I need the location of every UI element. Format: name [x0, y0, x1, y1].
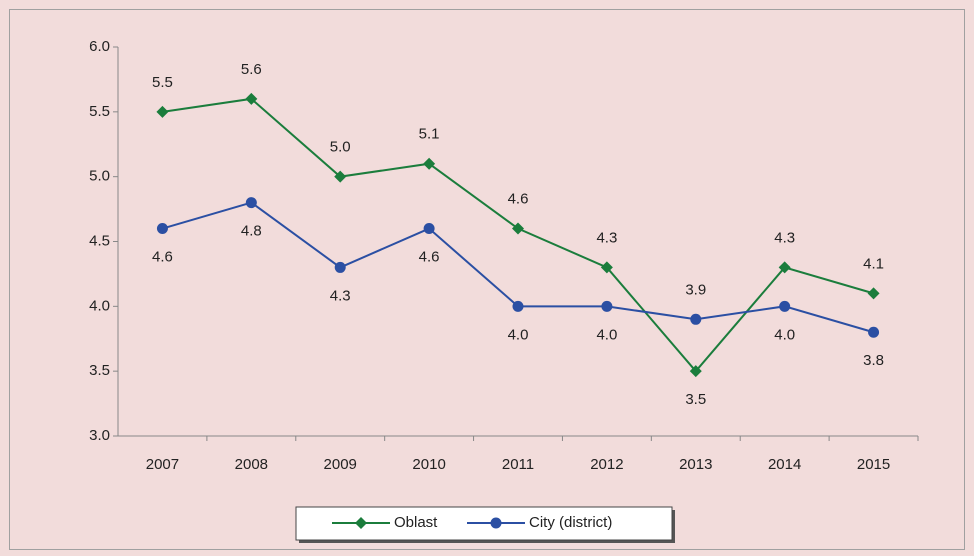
x-tick-label: 2012 — [590, 456, 623, 473]
data-label: 5.5 — [152, 74, 173, 91]
data-label: 5.0 — [330, 139, 351, 156]
x-tick-label: 2011 — [502, 456, 534, 473]
marker — [868, 326, 880, 338]
legend-label: City (district) — [529, 514, 612, 531]
marker — [245, 197, 257, 209]
data-label: 4.3 — [774, 229, 795, 246]
data-label: 4.3 — [596, 229, 617, 246]
data-label: 3.5 — [685, 391, 706, 408]
y-tick-label: 4.0 — [89, 297, 110, 314]
marker — [689, 365, 702, 378]
data-label: 4.0 — [774, 326, 795, 343]
data-label: 4.3 — [330, 287, 351, 304]
y-tick-label: 4.5 — [89, 232, 110, 249]
marker — [600, 261, 613, 274]
x-tick-label: 2009 — [324, 456, 357, 473]
marker — [778, 261, 791, 274]
x-tick-label: 2013 — [679, 456, 712, 473]
marker — [690, 313, 702, 325]
marker — [156, 105, 169, 118]
x-tick-label: 2007 — [146, 456, 179, 473]
frame — [9, 9, 965, 550]
marker — [334, 170, 347, 183]
marker — [334, 261, 346, 273]
marker — [779, 300, 791, 312]
data-label: 4.0 — [508, 326, 529, 343]
data-label: 4.6 — [419, 249, 440, 266]
y-tick-label: 6.0 — [89, 38, 110, 55]
data-label: 5.6 — [241, 61, 262, 78]
marker — [490, 517, 502, 529]
data-label: 4.0 — [596, 326, 617, 343]
data-label: 3.9 — [685, 281, 706, 298]
data-label: 5.1 — [419, 126, 440, 143]
marker — [245, 92, 258, 105]
y-tick-label: 5.5 — [89, 103, 110, 120]
data-label: 4.1 — [863, 255, 884, 272]
x-tick-label: 2008 — [235, 456, 268, 473]
marker — [423, 223, 435, 235]
marker — [601, 300, 613, 312]
data-label: 4.6 — [152, 249, 173, 266]
y-tick-label: 3.0 — [89, 427, 110, 444]
marker — [156, 223, 168, 235]
marker — [512, 300, 524, 312]
data-label: 4.8 — [241, 223, 262, 240]
marker — [423, 157, 436, 170]
y-tick-label: 5.0 — [89, 168, 110, 185]
x-tick-label: 2015 — [857, 456, 890, 473]
data-label: 3.8 — [863, 352, 884, 369]
marker — [355, 517, 367, 529]
marker — [867, 287, 880, 300]
y-tick-label: 3.5 — [89, 362, 110, 379]
marker — [512, 222, 524, 235]
x-tick-label: 2014 — [768, 456, 801, 473]
x-tick-label: 2010 — [412, 456, 445, 473]
legend-label: Oblast — [394, 514, 438, 531]
data-label: 4.6 — [508, 191, 529, 208]
